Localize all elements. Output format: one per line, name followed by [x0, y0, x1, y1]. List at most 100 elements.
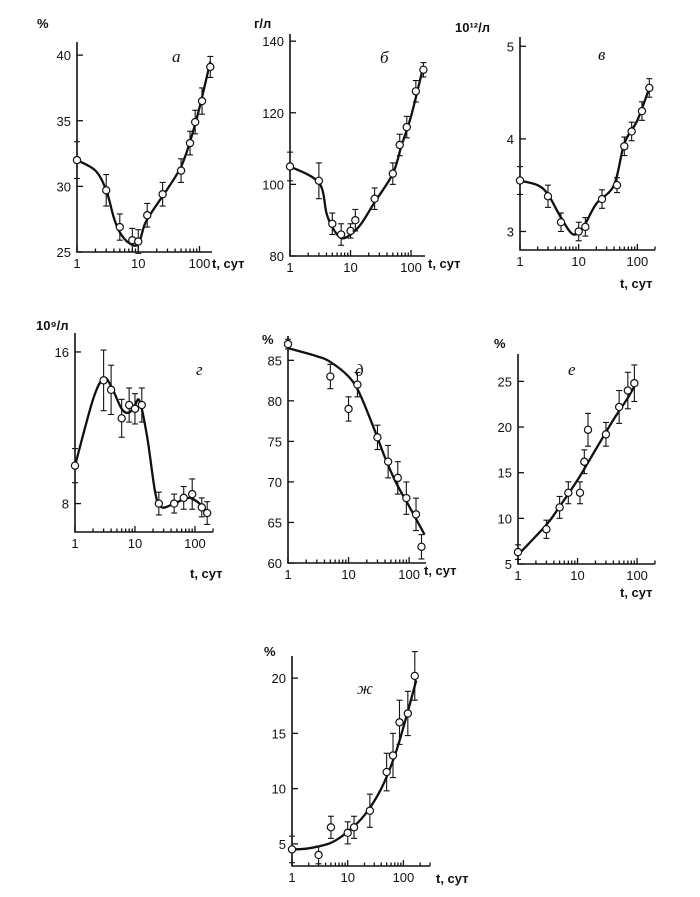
- x-axis-label: t, сут: [620, 585, 653, 600]
- data-point: [555, 503, 564, 512]
- data-point: [612, 180, 622, 190]
- data-point: [395, 718, 404, 727]
- data-point: [287, 845, 297, 854]
- panel-letter: е: [568, 360, 576, 379]
- data-point: [117, 414, 126, 423]
- data-point: [645, 83, 654, 93]
- fit-curve: [289, 65, 425, 240]
- data-point: [326, 372, 335, 381]
- data-point: [130, 404, 140, 414]
- y-tick-label: 10: [272, 782, 286, 797]
- panel-letter: д: [355, 361, 364, 380]
- x-tick-label: 10: [570, 568, 584, 583]
- data-point: [365, 806, 375, 815]
- data-point: [513, 547, 523, 557]
- data-point: [395, 140, 404, 150]
- x-axis-label: t, сут: [190, 566, 223, 581]
- y-axis-label: %: [37, 16, 49, 31]
- panel-letter: г: [196, 360, 203, 379]
- data-point: [581, 222, 590, 232]
- data-point: [351, 215, 360, 225]
- data-point: [515, 176, 525, 185]
- y-tick-label: 4: [507, 132, 514, 147]
- y-tick-label: 10: [498, 511, 512, 526]
- data-point: [353, 380, 362, 389]
- panel-letter: а: [172, 47, 181, 66]
- data-point: [542, 525, 551, 534]
- data-point: [556, 218, 566, 227]
- x-tick-label: 10: [341, 567, 355, 582]
- x-tick-label: 100: [398, 567, 420, 582]
- y-tick-label: 3: [507, 224, 514, 239]
- y-tick-label: 20: [272, 671, 286, 686]
- data-point: [349, 823, 359, 832]
- y-axis-label: 10¹²/л: [455, 20, 490, 35]
- x-tick-label: 100: [626, 254, 648, 269]
- data-point: [343, 828, 352, 838]
- y-tick-label: 16: [55, 345, 69, 360]
- data-point: [185, 138, 195, 148]
- data-point: [124, 400, 134, 410]
- y-tick-label: 75: [268, 434, 282, 449]
- data-point: [564, 488, 573, 497]
- data-point: [574, 227, 583, 236]
- data-point: [623, 386, 633, 395]
- data-point: [188, 489, 197, 499]
- data-point: [583, 425, 593, 434]
- data-point: [417, 542, 426, 551]
- data-point: [197, 503, 206, 512]
- x-tick-label: 1: [286, 260, 293, 275]
- data-point: [388, 751, 398, 760]
- data-point: [197, 96, 207, 106]
- data-point: [169, 499, 179, 508]
- panel-letter: б: [380, 48, 389, 67]
- y-axis-label: г/л: [254, 16, 271, 31]
- y-axis-label: %: [264, 644, 276, 659]
- x-axis-label: t, сут: [424, 563, 457, 578]
- panel-letter: в: [598, 45, 606, 64]
- x-tick-label: 10: [343, 260, 357, 275]
- y-tick-label: 35: [57, 114, 71, 129]
- x-tick-label: 1: [284, 567, 291, 582]
- data-point: [158, 190, 167, 199]
- x-tick-label: 100: [400, 260, 422, 275]
- data-point: [620, 142, 629, 151]
- data-point: [344, 404, 353, 414]
- x-axis-label: t, сут: [212, 256, 245, 271]
- data-point: [314, 176, 324, 186]
- data-point: [314, 850, 323, 860]
- data-point: [137, 400, 147, 410]
- x-tick-label: 100: [626, 568, 648, 583]
- data-point: [393, 473, 402, 483]
- y-tick-label: 30: [57, 179, 71, 194]
- data-point: [597, 194, 607, 204]
- data-point: [575, 488, 585, 497]
- y-tick-label: 25: [498, 374, 512, 389]
- data-point: [70, 461, 80, 470]
- x-tick-label: 100: [189, 256, 211, 271]
- y-tick-label: 100: [262, 177, 284, 192]
- x-tick-label: 10: [128, 536, 142, 551]
- data-point: [543, 192, 553, 201]
- y-tick-label: 40: [57, 48, 71, 63]
- data-point: [285, 162, 295, 171]
- axis-lines: [76, 42, 212, 253]
- y-tick-label: 80: [270, 249, 284, 264]
- y-tick-label: 15: [272, 726, 286, 741]
- fit-curve: [291, 680, 418, 851]
- y-tick-label: 5: [507, 39, 514, 54]
- y-tick-label: 120: [262, 106, 284, 121]
- panel-a: 1 10 100 25 30 35 40% t, сут а: [37, 16, 245, 271]
- x-axis-label: t, сут: [428, 256, 461, 271]
- panel-letter: ж: [357, 679, 373, 698]
- y-tick-label: 15: [498, 466, 512, 481]
- data-point: [373, 433, 382, 442]
- data-point: [328, 219, 337, 228]
- data-point: [176, 166, 186, 175]
- y-axis-label: %: [494, 336, 506, 351]
- data-point: [627, 127, 636, 136]
- data-point: [179, 493, 188, 503]
- data-point: [630, 379, 639, 388]
- data-point: [382, 767, 391, 777]
- x-tick-label: 100: [184, 536, 206, 551]
